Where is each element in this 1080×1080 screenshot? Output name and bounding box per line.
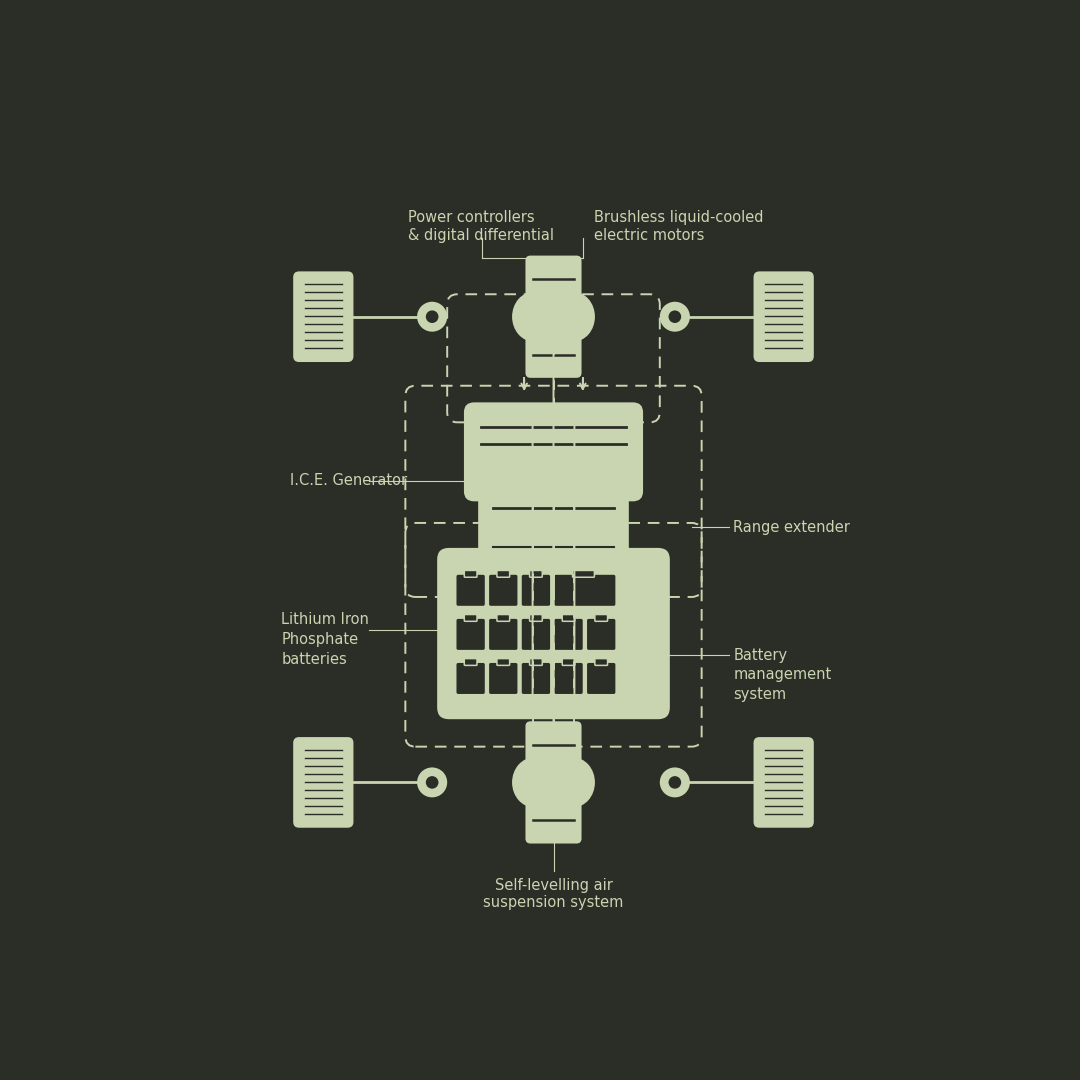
Circle shape [669,310,681,323]
Circle shape [426,310,438,323]
Circle shape [417,768,447,797]
FancyBboxPatch shape [293,271,353,362]
Circle shape [426,777,438,788]
FancyBboxPatch shape [488,662,518,694]
FancyBboxPatch shape [563,659,575,665]
FancyBboxPatch shape [521,662,551,694]
FancyBboxPatch shape [464,570,477,577]
FancyBboxPatch shape [554,662,583,694]
FancyBboxPatch shape [497,659,510,665]
Circle shape [417,301,447,332]
FancyBboxPatch shape [488,618,518,651]
FancyBboxPatch shape [526,721,581,843]
Circle shape [669,777,681,788]
FancyBboxPatch shape [478,483,629,570]
Text: I.C.E. Generator: I.C.E. Generator [289,473,407,488]
FancyBboxPatch shape [529,659,542,665]
FancyBboxPatch shape [464,659,477,665]
FancyBboxPatch shape [437,548,670,719]
FancyBboxPatch shape [595,615,608,621]
FancyBboxPatch shape [529,615,542,621]
Text: Battery
management
system: Battery management system [733,648,832,702]
FancyBboxPatch shape [464,615,477,621]
FancyBboxPatch shape [529,570,542,577]
FancyBboxPatch shape [488,573,518,607]
FancyBboxPatch shape [464,403,643,501]
FancyBboxPatch shape [563,615,575,621]
FancyBboxPatch shape [595,659,608,665]
FancyBboxPatch shape [293,737,353,827]
Ellipse shape [512,292,555,341]
FancyBboxPatch shape [456,573,486,607]
Circle shape [660,768,690,797]
FancyBboxPatch shape [521,573,551,607]
Text: Range extender: Range extender [733,519,850,535]
FancyBboxPatch shape [554,573,617,607]
FancyBboxPatch shape [497,570,510,577]
Text: Lithium Iron
Phosphate
batteries: Lithium Iron Phosphate batteries [282,612,369,666]
Text: Power controllers
& digital differential: Power controllers & digital differential [408,211,554,243]
FancyBboxPatch shape [521,618,551,651]
FancyBboxPatch shape [586,618,617,651]
FancyBboxPatch shape [456,662,486,694]
FancyBboxPatch shape [754,271,814,362]
Ellipse shape [552,292,595,341]
Ellipse shape [512,757,555,808]
FancyBboxPatch shape [572,570,594,577]
FancyBboxPatch shape [526,256,581,378]
FancyBboxPatch shape [456,618,486,651]
Ellipse shape [552,757,595,808]
Text: Self-levelling air
suspension system: Self-levelling air suspension system [484,878,623,910]
FancyBboxPatch shape [554,618,583,651]
Circle shape [660,301,690,332]
FancyBboxPatch shape [497,615,510,621]
FancyBboxPatch shape [754,737,814,827]
Text: Brushless liquid-cooled
electric motors: Brushless liquid-cooled electric motors [594,211,764,243]
FancyBboxPatch shape [586,662,617,694]
